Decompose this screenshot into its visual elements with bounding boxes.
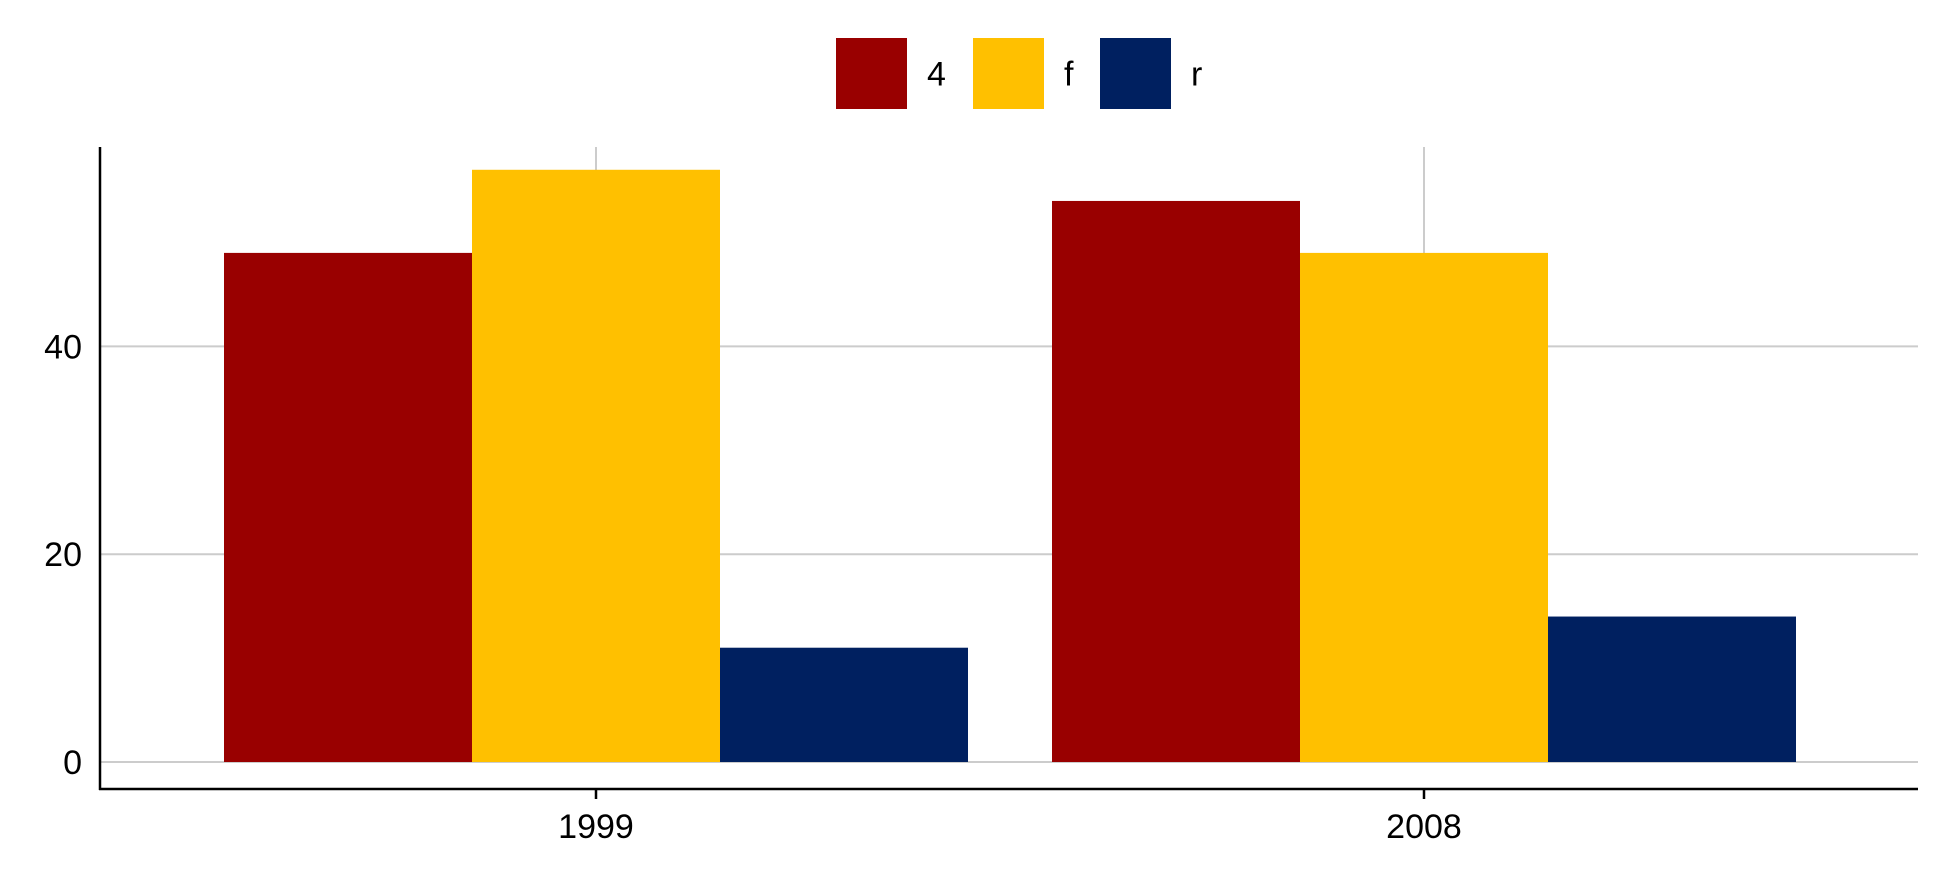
bars [224, 169, 1796, 762]
legend-label-f: f [1064, 56, 1074, 94]
y-tick-label: 20 [44, 536, 82, 574]
axes [98, 147, 1918, 799]
bar-r-2008 [1548, 616, 1796, 762]
legend-key-4 [836, 38, 907, 109]
legend-label-r: r [1191, 56, 1202, 94]
y-tick-label: 0 [63, 744, 82, 782]
bar-4-2008 [1052, 200, 1300, 762]
legend: 4 f r [836, 38, 1202, 109]
legend-key-r [1100, 38, 1171, 109]
x-tick-label: 1999 [558, 808, 634, 846]
legend-label-4: 4 [927, 56, 946, 94]
bar-f-1999 [472, 169, 720, 762]
legend-key-f [973, 38, 1044, 109]
bar-f-2008 [1300, 252, 1548, 762]
y-tick-label: 40 [44, 328, 82, 366]
x-tick-label: 2008 [1386, 808, 1462, 846]
bar-4-1999 [224, 252, 472, 762]
tick-labels: 0 20 40 1999 2008 [44, 328, 1462, 846]
bar-r-1999 [720, 647, 968, 762]
